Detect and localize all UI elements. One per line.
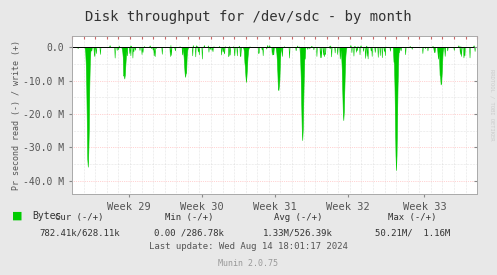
Text: Disk throughput for /dev/sdc - by month: Disk throughput for /dev/sdc - by month (85, 10, 412, 24)
Text: 50.21M/  1.16M: 50.21M/ 1.16M (375, 228, 450, 237)
Text: Bytes: Bytes (32, 211, 62, 221)
Text: ■: ■ (12, 211, 23, 221)
Y-axis label: Pr second read (-) / write (+): Pr second read (-) / write (+) (11, 40, 20, 190)
Text: Last update: Wed Aug 14 18:01:17 2024: Last update: Wed Aug 14 18:01:17 2024 (149, 242, 348, 251)
Text: Cur (-/+): Cur (-/+) (55, 213, 104, 222)
Text: 1.33M/526.39k: 1.33M/526.39k (263, 228, 333, 237)
Text: 0.00 /286.78k: 0.00 /286.78k (154, 228, 224, 237)
Text: 782.41k/628.11k: 782.41k/628.11k (39, 228, 120, 237)
Text: Min (-/+): Min (-/+) (165, 213, 213, 222)
Text: Max (-/+): Max (-/+) (388, 213, 437, 222)
Text: RRDTOOL / TOBI OETIKER: RRDTOOL / TOBI OETIKER (490, 69, 495, 140)
Text: Avg (-/+): Avg (-/+) (274, 213, 323, 222)
Text: Munin 2.0.75: Munin 2.0.75 (219, 259, 278, 268)
